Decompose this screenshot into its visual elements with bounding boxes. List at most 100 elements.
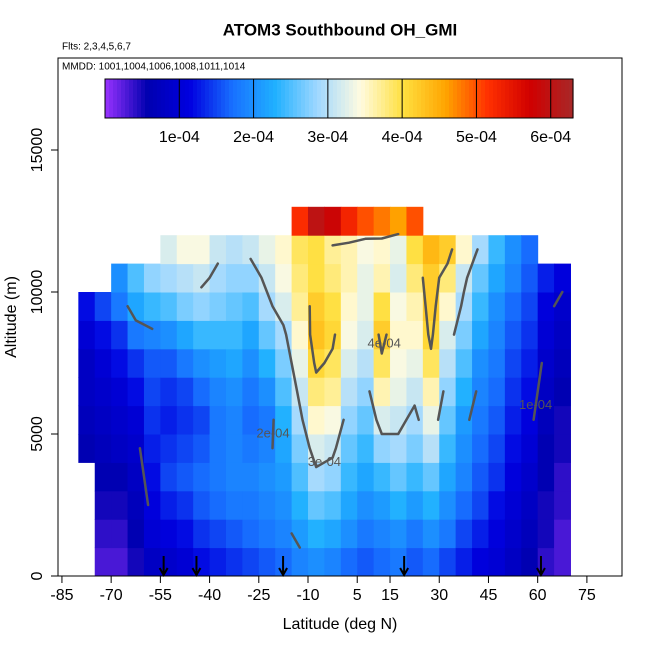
heatmap-cell bbox=[554, 519, 571, 549]
heatmap-cell bbox=[357, 405, 375, 435]
heatmap-cell bbox=[94, 519, 112, 549]
x-tick-label: -40 bbox=[198, 587, 221, 604]
colorbar-swatch bbox=[305, 79, 310, 118]
heatmap-cell bbox=[94, 377, 112, 407]
heatmap-cell bbox=[373, 462, 391, 492]
heatmap-cell bbox=[242, 235, 260, 265]
heatmap-cell bbox=[406, 263, 424, 293]
colorbar-swatch bbox=[293, 79, 298, 118]
heatmap-cell bbox=[439, 348, 457, 378]
heatmap-cell bbox=[176, 405, 194, 435]
colorbar-swatch bbox=[213, 79, 218, 118]
heatmap-cell bbox=[275, 519, 293, 549]
heatmap-cell bbox=[225, 263, 243, 293]
colorbar-swatch bbox=[421, 79, 426, 118]
colorbar-tick-label: 6e-04 bbox=[530, 129, 571, 146]
heatmap-cell bbox=[209, 377, 227, 407]
heatmap-cell bbox=[537, 320, 555, 350]
colorbar-swatch bbox=[549, 79, 554, 118]
colorbar-swatch bbox=[525, 79, 530, 118]
heatmap-cell bbox=[406, 490, 424, 520]
heatmap-cell bbox=[390, 263, 407, 293]
heatmap-cell bbox=[258, 519, 276, 549]
heatmap-cell bbox=[537, 434, 555, 463]
heatmap-cell bbox=[176, 434, 194, 463]
heatmap-cell bbox=[127, 377, 145, 407]
heatmap-cell bbox=[455, 405, 473, 435]
colorbar-tick-label: 4e-04 bbox=[382, 129, 423, 146]
colorbar-swatch bbox=[473, 79, 478, 118]
colorbar-swatch bbox=[521, 79, 526, 118]
colorbar-swatch bbox=[301, 79, 306, 118]
heatmap-cell bbox=[193, 462, 211, 492]
heatmap-cell bbox=[291, 292, 309, 321]
heatmap-cell bbox=[324, 462, 342, 492]
heatmap-cell bbox=[324, 547, 342, 577]
heatmap-cell bbox=[340, 292, 358, 321]
heatmap-cell bbox=[78, 377, 96, 407]
heatmap-cell bbox=[439, 263, 457, 293]
heatmap-cell bbox=[472, 320, 489, 350]
heatmap-cell bbox=[275, 405, 293, 435]
heatmap-cell bbox=[537, 292, 555, 321]
colorbar-swatch bbox=[229, 79, 234, 118]
heatmap-cell bbox=[472, 462, 489, 492]
heatmap-cell bbox=[390, 206, 407, 236]
heatmap-cell bbox=[537, 462, 555, 492]
heatmap-cell bbox=[390, 377, 407, 407]
colorbar-swatch bbox=[253, 79, 258, 118]
heatmap-cell bbox=[324, 263, 342, 293]
heatmap-cell bbox=[225, 519, 243, 549]
heatmap-cell bbox=[111, 519, 129, 549]
x-tick-label: 15 bbox=[381, 587, 399, 604]
heatmap-cell bbox=[504, 462, 522, 492]
heatmap-cell bbox=[242, 320, 260, 350]
colorbar-swatch bbox=[133, 79, 138, 118]
heatmap-cell bbox=[324, 292, 342, 321]
heatmap-cell bbox=[160, 235, 178, 265]
heatmap-cell bbox=[488, 377, 506, 407]
contour-label: 2e-04 bbox=[256, 425, 289, 440]
heatmap-cell bbox=[390, 235, 407, 265]
heatmap-cell bbox=[160, 405, 178, 435]
heatmap-cell bbox=[521, 462, 539, 492]
heatmap-cell bbox=[291, 462, 309, 492]
colorbar-swatch bbox=[553, 79, 558, 118]
heatmap-cell bbox=[504, 405, 522, 435]
heatmap-cell bbox=[537, 490, 555, 520]
colorbar-swatch bbox=[377, 79, 382, 118]
heatmap-cell bbox=[324, 348, 342, 378]
heatmap-cell bbox=[143, 263, 161, 293]
heatmap-cell bbox=[537, 377, 555, 407]
y-axis-label: Altitude (m) bbox=[3, 276, 20, 358]
heatmap-cell bbox=[504, 292, 522, 321]
heatmap-cell bbox=[422, 263, 440, 293]
heatmap-cell bbox=[111, 377, 129, 407]
heatmap-cell bbox=[291, 519, 309, 549]
heatmap-cell bbox=[209, 490, 227, 520]
heatmap-cell bbox=[537, 405, 555, 435]
x-tick-label: 75 bbox=[578, 587, 596, 604]
heatmap-cell bbox=[472, 405, 489, 435]
colorbar-swatch bbox=[409, 79, 414, 118]
heatmap-cell bbox=[340, 263, 358, 293]
heatmap-cell bbox=[439, 405, 457, 435]
heatmap-cell bbox=[111, 434, 129, 463]
heatmap-cell bbox=[193, 348, 211, 378]
heatmap-cell bbox=[209, 434, 227, 463]
heatmap-cell bbox=[209, 405, 227, 435]
colorbar-swatch bbox=[245, 79, 250, 118]
heatmap-cell bbox=[472, 377, 489, 407]
heatmap-cell bbox=[258, 292, 276, 321]
heatmap-cell bbox=[176, 235, 194, 265]
heatmap-cell bbox=[291, 235, 309, 265]
colorbar-swatch bbox=[185, 79, 190, 118]
heatmap-cell bbox=[242, 377, 260, 407]
heatmap-cell bbox=[94, 462, 112, 492]
colorbar-swatch bbox=[365, 79, 370, 118]
heatmap-cell bbox=[94, 434, 112, 463]
heatmap-cell bbox=[488, 547, 506, 577]
heatmap-cell bbox=[127, 320, 145, 350]
heatmap-cell bbox=[225, 490, 243, 520]
